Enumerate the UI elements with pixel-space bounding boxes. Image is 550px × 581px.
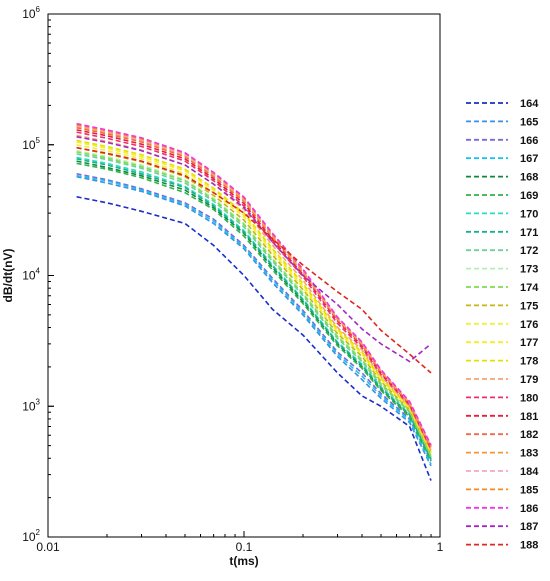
tick-labels: 0.01 0.1 1 102 103 104 105 106 xyxy=(22,5,443,554)
series-line-172 xyxy=(76,153,432,458)
legend-label: 183 xyxy=(520,448,538,460)
series-line-171 xyxy=(76,158,432,461)
legend-label: 178 xyxy=(520,356,538,368)
legend-label: 187 xyxy=(520,521,538,533)
legend-label: 172 xyxy=(520,245,538,257)
series-line-173 xyxy=(76,149,432,456)
legend-label: 164 xyxy=(520,98,539,110)
legend-label: 179 xyxy=(520,374,538,386)
series-line-170 xyxy=(76,156,432,459)
y-axis-label: dB/dt(nV) xyxy=(1,249,15,303)
y-tick-label: 106 xyxy=(22,5,40,21)
legend-label: 168 xyxy=(520,172,538,184)
series-line-165 xyxy=(76,175,432,467)
legend-label: 181 xyxy=(520,411,538,423)
legend-label: 170 xyxy=(520,208,538,220)
legend-label: 186 xyxy=(520,503,538,515)
legend-label: 167 xyxy=(520,153,538,165)
legend-label: 182 xyxy=(520,429,538,441)
series-line-178 xyxy=(76,139,432,452)
x-axis-label: t(ms) xyxy=(229,554,258,568)
legend-label: 180 xyxy=(520,392,538,404)
y-tick-label: 104 xyxy=(22,267,40,283)
series-lines xyxy=(76,122,432,481)
legend-label: 185 xyxy=(520,484,538,496)
series-line-188 xyxy=(76,146,432,374)
x-tick-label: 1 xyxy=(437,540,444,554)
legend: 164 165 166 167 168 169 170 171 172 173 174 175 176 1… xyxy=(466,98,539,552)
y-tick-label: 103 xyxy=(22,397,40,413)
legend-label: 184 xyxy=(520,466,539,478)
series-line-179 xyxy=(76,134,432,451)
series-line-169 xyxy=(76,162,432,462)
series-line-182 xyxy=(76,126,432,448)
legend-label: 174 xyxy=(520,282,539,294)
series-line-167 xyxy=(76,174,432,465)
legend-label: 173 xyxy=(520,264,538,276)
y-tick-label: 105 xyxy=(22,136,40,152)
series-line-186 xyxy=(76,122,432,446)
series-line-166 xyxy=(76,173,432,462)
series-line-187 xyxy=(76,136,432,363)
axes xyxy=(47,13,441,538)
series-line-174 xyxy=(76,151,432,457)
series-line-180 xyxy=(76,131,432,450)
series-line-183 xyxy=(76,125,432,448)
legend-label: 165 xyxy=(520,116,538,128)
series-line-177 xyxy=(76,141,432,453)
series-line-181 xyxy=(76,129,432,449)
series-line-176 xyxy=(76,144,432,454)
series-line-185 xyxy=(76,124,432,446)
series-line-164 xyxy=(76,196,432,481)
legend-label: 176 xyxy=(520,319,538,331)
legend-label: 177 xyxy=(520,337,538,349)
legend-label: 169 xyxy=(520,190,538,202)
legend-label: 166 xyxy=(520,135,538,147)
series-line-168 xyxy=(76,160,432,461)
legend-label: 171 xyxy=(520,227,538,239)
legend-label: 175 xyxy=(520,300,538,312)
plot-frame xyxy=(47,13,441,538)
x-tick-label: 0.01 xyxy=(36,540,60,554)
series-line-175 xyxy=(76,146,432,455)
legend-label: 188 xyxy=(520,540,538,552)
x-tick-label: 0.1 xyxy=(236,540,253,554)
y-tick-label: 102 xyxy=(22,528,40,544)
